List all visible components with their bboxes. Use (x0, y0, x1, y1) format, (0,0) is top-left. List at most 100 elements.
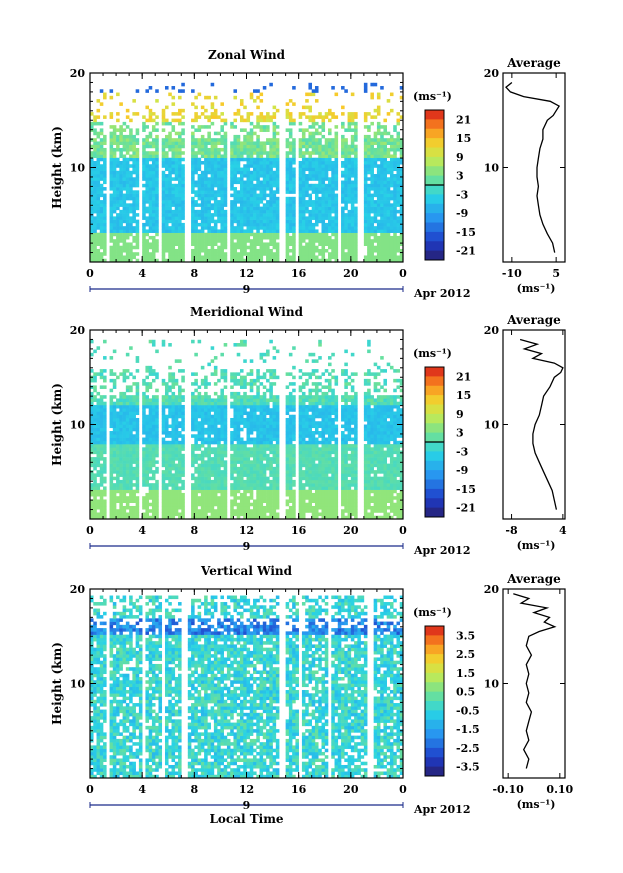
y-axis-label: Height (km) (50, 126, 64, 209)
colorbar-tick-label: -21 (456, 245, 476, 258)
x-tick-label: 4 (138, 267, 146, 280)
month-label: Apr 2012 (413, 544, 470, 557)
colorbar-tick-label: -9 (456, 207, 468, 220)
colorbar-tick-label: -0.5 (456, 704, 480, 717)
panel-title: Meridional Wind (190, 305, 304, 319)
colorbar-tick-label: 9 (456, 151, 464, 164)
y-tick-label: 10 (70, 162, 86, 175)
heatmap-field (90, 82, 404, 263)
x-tick-label: 12 (239, 783, 254, 796)
profile-y-tick-label: 20 (484, 67, 500, 80)
colorbar-tick-label: 15 (456, 389, 471, 402)
colorbar-tick-label: -3 (456, 445, 468, 458)
colorbar-tick-label: 0.5 (456, 686, 475, 699)
colorbar-tick-label: -3.5 (456, 761, 480, 774)
colorbar-tick-label: 1.5 (456, 667, 475, 680)
x-tick-label: 12 (239, 267, 254, 280)
colorbar-tick-label: 2.5 (456, 648, 475, 661)
panel-1: Zonal Wind 0 4 8 12 16 20 0 10 20 Height (km) 9 Apr … (50, 48, 566, 300)
colorbar-tick-label: -15 (456, 226, 476, 239)
profile-frame (502, 588, 566, 779)
panel-2: Meridional Wind 0 4 8 12 16 20 0 10 20 Height (km)… (50, 305, 567, 557)
profile-x-tick-label: 0.10 (546, 783, 573, 796)
y-tick-label: 20 (70, 324, 86, 337)
colorbar-units: (ms⁻¹) (413, 347, 452, 360)
colorbar (425, 626, 444, 777)
profile-title: Average (506, 56, 561, 70)
x-tick-label: 0 (86, 267, 94, 280)
profile-units: (ms⁻¹) (517, 282, 556, 295)
x-tick-label: 0 (86, 783, 94, 796)
profile-line (519, 338, 564, 510)
profile-title: Average (506, 572, 561, 586)
y-axis-label: Height (km) (50, 642, 64, 725)
date-label: 9 (243, 283, 251, 296)
x-tick-label: 0 (399, 267, 407, 280)
colorbar-tick-label: -1.5 (456, 723, 480, 736)
profile-x-tick-label: -10 (502, 267, 522, 280)
profile-line (513, 593, 557, 769)
colorbar-tick-label: 3.5 (456, 629, 475, 642)
x-tick-label: 8 (191, 524, 199, 537)
colorbar-units: (ms⁻¹) (413, 90, 452, 103)
colorbar-tick-label: -15 (456, 483, 476, 496)
profile-x-tick-label: 5 (552, 267, 560, 280)
profile-x-tick-label: 4 (559, 524, 567, 537)
y-axis-label: Height (km) (50, 383, 64, 466)
colorbar (425, 110, 444, 261)
colorbar-tick-label: 3 (456, 427, 464, 440)
panel-title: Zonal Wind (208, 48, 286, 62)
x-tick-label: 20 (343, 267, 359, 280)
profile-units: (ms⁻¹) (517, 539, 556, 552)
profile-y-tick-label: 10 (484, 678, 500, 691)
x-tick-label: 0 (399, 783, 407, 796)
y-tick-label: 20 (70, 583, 86, 596)
colorbar (425, 367, 444, 518)
colorbar-tick-label: -3 (456, 188, 468, 201)
y-tick-label: 10 (70, 678, 86, 691)
x-tick-label: 12 (239, 524, 254, 537)
month-label: Apr 2012 (413, 803, 470, 816)
profile-x-tick-label: -8 (505, 524, 518, 537)
x-tick-label: 0 (86, 524, 94, 537)
heatmap-field (90, 595, 404, 779)
colorbar-tick-label: 15 (456, 132, 471, 145)
profile-line (505, 81, 561, 253)
month-label: Apr 2012 (413, 287, 470, 300)
colorbar-tick-label: -2.5 (456, 742, 480, 755)
profile-units: (ms⁻¹) (517, 798, 556, 811)
x-tick-label: 8 (191, 267, 199, 280)
x-tick-label: 20 (343, 783, 359, 796)
profile-title: Average (506, 313, 561, 327)
colorbar-tick-label: 3 (456, 170, 464, 183)
panel-title: Vertical Wind (200, 564, 293, 578)
x-tick-label: 20 (343, 524, 359, 537)
colorbar-tick-label: 9 (456, 408, 464, 421)
x-tick-label: 4 (138, 783, 146, 796)
x-tick-label: 4 (138, 524, 146, 537)
y-tick-label: 20 (70, 67, 86, 80)
y-tick-label: 10 (70, 419, 86, 432)
colorbar-frame (424, 625, 445, 777)
panel-3: Vertical Wind 0 4 8 12 16 20 0 10 20 Height (km) 9 A… (50, 564, 574, 826)
colorbar-units: (ms⁻¹) (413, 606, 452, 619)
profile-x-tick-label: -0.10 (492, 783, 524, 796)
colorbar-tick-label: -21 (456, 502, 476, 515)
profile-frame (502, 72, 566, 263)
profile-y-tick-label: 10 (484, 419, 500, 432)
x-tick-label: 0 (399, 524, 407, 537)
colorbar-tick-label: 21 (456, 113, 471, 126)
profile-y-tick-label: 20 (484, 324, 500, 337)
x-tick-label: 16 (291, 783, 307, 796)
x-tick-label: 16 (291, 267, 307, 280)
x-axis-label: Local Time (209, 812, 283, 826)
colorbar-tick-label: -9 (456, 464, 468, 477)
date-label: 9 (243, 540, 251, 553)
heatmap-field (90, 339, 404, 520)
x-tick-label: 8 (191, 783, 199, 796)
date-label: 9 (243, 799, 251, 812)
profile-y-tick-label: 10 (484, 162, 500, 175)
profile-y-tick-label: 20 (484, 583, 500, 596)
x-tick-label: 16 (291, 524, 307, 537)
